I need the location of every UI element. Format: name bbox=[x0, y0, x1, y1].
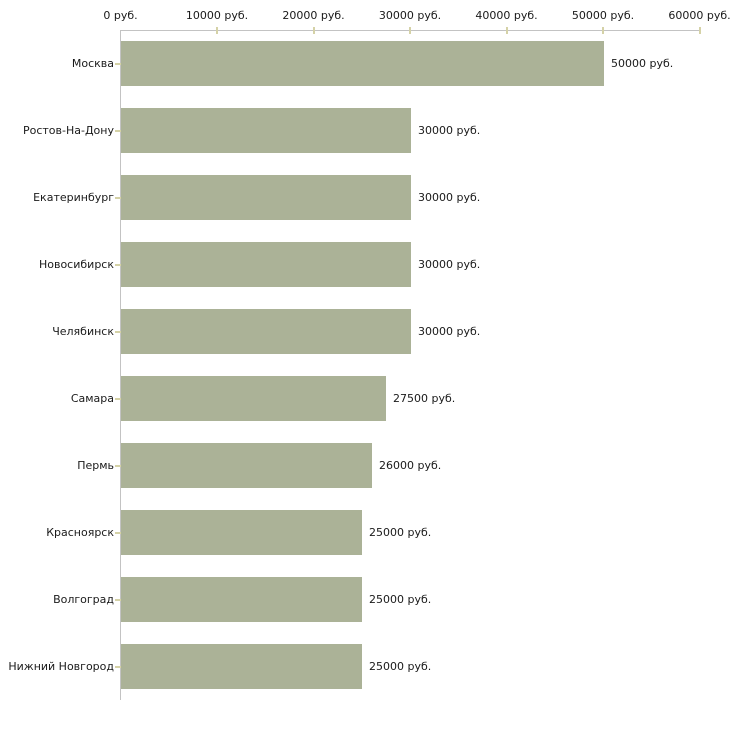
y-axis-tick-mark bbox=[115, 465, 121, 467]
chart-row: Пермь 26000 руб. bbox=[0, 432, 730, 499]
y-axis-tick-mark bbox=[115, 197, 121, 199]
category-label: Волгоград bbox=[53, 593, 114, 606]
bar bbox=[121, 376, 386, 421]
y-axis-tick-mark bbox=[115, 264, 121, 266]
value-label: 30000 руб. bbox=[418, 191, 481, 204]
value-label: 25000 руб. bbox=[369, 660, 432, 673]
chart-row: Челябинск 30000 руб. bbox=[0, 298, 730, 365]
x-axis-tick-mark bbox=[602, 27, 604, 34]
chart-row: Ростов-На-Дону 30000 руб. bbox=[0, 97, 730, 164]
y-axis-tick-mark bbox=[115, 532, 121, 534]
bar bbox=[121, 443, 372, 488]
chart-row: Новосибирск 30000 руб. bbox=[0, 231, 730, 298]
value-label: 25000 руб. bbox=[369, 526, 432, 539]
value-label: 30000 руб. bbox=[418, 124, 481, 137]
category-label: Пермь bbox=[77, 459, 114, 472]
chart-row: Москва 50000 руб. bbox=[0, 30, 730, 97]
value-label: 27500 руб. bbox=[393, 392, 456, 405]
value-label: 30000 руб. bbox=[418, 325, 481, 338]
x-axis-tick-mark bbox=[312, 27, 315, 34]
y-axis-tick-mark bbox=[115, 63, 121, 65]
category-label: Новосибирск bbox=[38, 258, 114, 271]
bar bbox=[121, 510, 362, 555]
chart-row: Екатеринбург 30000 руб. bbox=[0, 164, 730, 231]
value-label: 26000 руб. bbox=[379, 459, 442, 472]
x-axis-tick-label: 0 руб. bbox=[103, 9, 138, 22]
y-axis-tick-mark bbox=[115, 398, 121, 400]
chart-row: Нижний Новгород 25000 руб. bbox=[0, 633, 730, 700]
bar bbox=[121, 108, 411, 153]
category-label: Самара bbox=[70, 392, 114, 405]
value-label: 25000 руб. bbox=[369, 593, 432, 606]
y-axis-tick-mark bbox=[115, 599, 121, 601]
x-axis-tick-mark bbox=[505, 27, 508, 34]
bar bbox=[121, 644, 362, 689]
x-axis-tick-label: 40000 руб. bbox=[475, 9, 538, 22]
x-axis-tick-mark bbox=[216, 27, 218, 34]
y-axis-tick-mark bbox=[115, 130, 121, 132]
category-label: Нижний Новгород bbox=[8, 660, 114, 673]
x-axis-tick-mark bbox=[698, 27, 701, 34]
value-label: 50000 руб. bbox=[611, 57, 674, 70]
x-axis-tick-mark bbox=[409, 27, 411, 34]
category-label: Ростов-На-Дону bbox=[22, 124, 114, 137]
x-axis-tick-label: 50000 руб. bbox=[571, 9, 635, 22]
category-label: Москва bbox=[71, 57, 114, 70]
value-label: 30000 руб. bbox=[418, 258, 481, 271]
category-label: Екатеринбург bbox=[33, 191, 114, 204]
x-axis-tick-label: 10000 руб. bbox=[185, 9, 249, 22]
y-axis-tick-mark bbox=[115, 331, 121, 333]
bar bbox=[121, 577, 362, 622]
category-label: Челябинск bbox=[52, 325, 114, 338]
chart-row: Самара 27500 руб. bbox=[0, 365, 730, 432]
bar bbox=[121, 175, 411, 220]
category-label: Красноярск bbox=[46, 526, 114, 539]
bar bbox=[121, 41, 604, 86]
bar bbox=[121, 242, 411, 287]
chart-row: Красноярск 25000 руб. bbox=[0, 499, 730, 566]
y-axis-tick-mark bbox=[115, 666, 121, 668]
x-axis-tick-label: 30000 руб. bbox=[378, 9, 442, 22]
x-axis-tick-label: 20000 руб. bbox=[282, 9, 345, 22]
bar bbox=[121, 309, 411, 354]
chart-row: Волгоград 25000 руб. bbox=[0, 566, 730, 633]
x-axis-tick-label: 60000 руб. bbox=[668, 9, 730, 22]
